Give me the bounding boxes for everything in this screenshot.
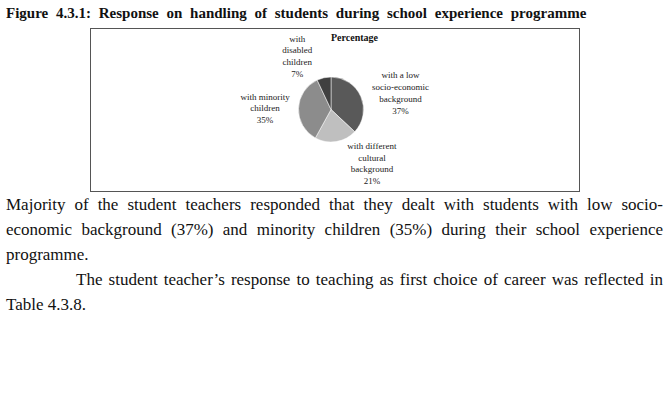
svg-text:withdisabledchildren7%: withdisabledchildren7%: [282, 34, 312, 79]
html-text:Figure 4.3.1: Response on hand: Figure 4.3.1: Response on handling of st…: [6, 5, 587, 21]
svg-text:with differentculturalbackgrou: with differentculturalbackground21%: [347, 141, 397, 186]
svg-text:with a lowsocio-economicbackgr: with a lowsocio-economicbackground37%: [372, 70, 429, 115]
html-text:Majority of the student teache: Majority of the student teachers respond…: [6, 195, 663, 264]
html-text:The student teacher’s response: The student teacher’s response to teachi…: [6, 270, 663, 314]
svg-text:with minoritychildren35%: with minoritychildren35%: [240, 92, 290, 125]
svg-text:Percentage: Percentage: [331, 32, 379, 43]
